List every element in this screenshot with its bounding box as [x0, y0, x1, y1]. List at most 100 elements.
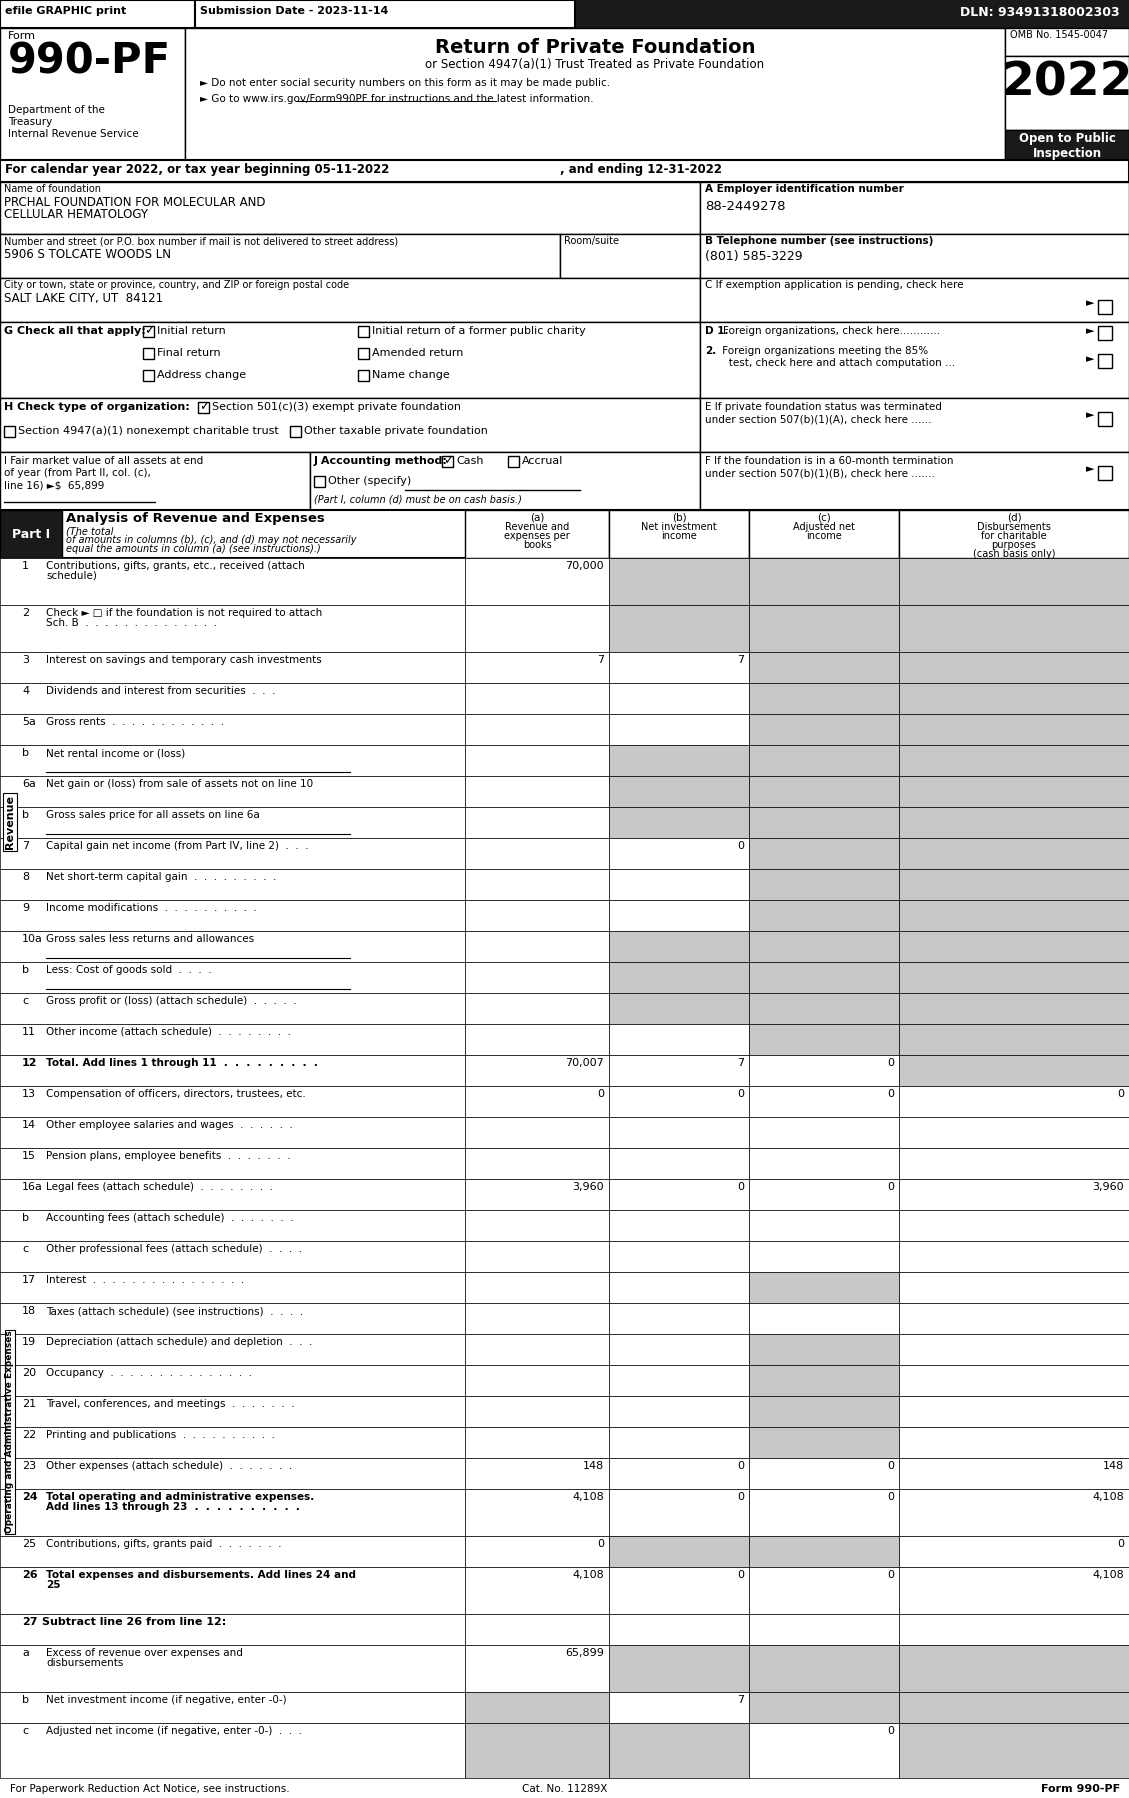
Text: under section 507(b)(1)(A), check here ......: under section 507(b)(1)(A), check here .… — [704, 415, 931, 424]
Bar — [290, 426, 301, 437]
Bar — [749, 1645, 899, 1692]
Bar — [899, 1055, 1129, 1086]
Bar — [749, 683, 899, 714]
Bar — [465, 1458, 609, 1489]
Bar — [0, 1428, 465, 1458]
Bar — [465, 1568, 609, 1615]
Text: Operating and Administrative Expenses: Operating and Administrative Expenses — [6, 1331, 15, 1534]
Bar — [0, 511, 62, 557]
Text: line 16) ►$  65,899: line 16) ►$ 65,899 — [5, 480, 104, 491]
Bar — [465, 1025, 609, 1055]
Text: Adjusted net income (if negative, enter -0-)  .  .  .: Adjusted net income (if negative, enter … — [46, 1726, 301, 1737]
Bar — [899, 1086, 1129, 1117]
Text: or Section 4947(a)(1) Trust Treated as Private Foundation: or Section 4947(a)(1) Trust Treated as P… — [426, 58, 764, 70]
Bar — [899, 1692, 1129, 1722]
Text: For Paperwork Reduction Act Notice, see instructions.: For Paperwork Reduction Act Notice, see … — [10, 1784, 290, 1794]
Text: income: income — [806, 530, 842, 541]
Bar — [899, 962, 1129, 992]
Bar — [609, 1395, 749, 1428]
Text: ►: ► — [1086, 325, 1094, 336]
Text: 14: 14 — [21, 1120, 36, 1129]
Text: Submission Date - 2023-11-14: Submission Date - 2023-11-14 — [200, 5, 388, 16]
Text: b: b — [21, 1214, 29, 1223]
Bar — [0, 1086, 465, 1117]
Text: Total operating and administrative expenses.: Total operating and administrative expen… — [46, 1492, 314, 1501]
Text: Sch. B  .  .  .  .  .  .  .  .  .  .  .  .  .  .: Sch. B . . . . . . . . . . . . . . — [46, 619, 217, 628]
Bar — [465, 838, 609, 868]
Text: c: c — [21, 996, 28, 1007]
Text: Total expenses and disbursements. Add lines 24 and: Total expenses and disbursements. Add li… — [46, 1570, 356, 1580]
Bar — [465, 1241, 609, 1271]
Bar — [749, 868, 899, 901]
Bar — [465, 511, 609, 557]
Bar — [1099, 325, 1112, 340]
Text: Form: Form — [8, 31, 36, 41]
Bar — [0, 511, 1129, 557]
Bar — [465, 1535, 609, 1568]
Text: 13: 13 — [21, 1090, 36, 1099]
Bar — [899, 1428, 1129, 1458]
Bar — [899, 1179, 1129, 1210]
Bar — [899, 777, 1129, 807]
Text: B Telephone number (see instructions): B Telephone number (see instructions) — [704, 236, 934, 246]
Bar — [0, 1025, 465, 1055]
Bar — [749, 557, 899, 604]
Bar — [749, 653, 899, 683]
Text: Interest  .  .  .  .  .  .  .  .  .  .  .  .  .  .  .  .: Interest . . . . . . . . . . . . . . . . — [46, 1275, 244, 1286]
Text: 4,108: 4,108 — [572, 1570, 604, 1580]
Text: 3,960: 3,960 — [1093, 1181, 1124, 1192]
Bar — [749, 1147, 899, 1179]
Bar — [609, 1117, 749, 1147]
Bar — [749, 1086, 899, 1117]
Bar — [609, 868, 749, 901]
Bar — [700, 234, 1129, 279]
Text: 0: 0 — [887, 1726, 894, 1737]
Text: 0: 0 — [597, 1539, 604, 1550]
Bar — [465, 962, 609, 992]
Bar — [749, 1304, 899, 1334]
Text: of amounts in columns (b), (c), and (d) may not necessarily: of amounts in columns (b), (c), and (d) … — [65, 536, 357, 545]
Text: Total. Add lines 1 through 11  .  .  .  .  .  .  .  .  .: Total. Add lines 1 through 11 . . . . . … — [46, 1057, 318, 1068]
Bar — [0, 1535, 465, 1568]
Bar — [1005, 29, 1129, 56]
Text: Other (specify): Other (specify) — [329, 476, 411, 485]
Text: 0: 0 — [1117, 1539, 1124, 1550]
Text: 70,000: 70,000 — [566, 561, 604, 572]
Text: Accrual: Accrual — [522, 457, 563, 466]
Bar — [609, 1025, 749, 1055]
Bar — [609, 1722, 749, 1778]
Bar — [899, 1025, 1129, 1055]
Text: (The total: (The total — [65, 527, 114, 536]
Bar — [749, 744, 899, 777]
Text: Section 4947(a)(1) nonexempt charitable trust: Section 4947(a)(1) nonexempt charitable … — [18, 426, 279, 435]
Bar — [609, 1365, 749, 1395]
Bar — [465, 1365, 609, 1395]
Bar — [609, 1179, 749, 1210]
Text: Pension plans, employee benefits  .  .  .  .  .  .  .: Pension plans, employee benefits . . . .… — [46, 1151, 290, 1162]
Text: Taxes (attach schedule) (see instructions)  .  .  .  .: Taxes (attach schedule) (see instruction… — [46, 1305, 303, 1316]
Text: Foreign organizations meeting the 85%: Foreign organizations meeting the 85% — [719, 345, 928, 356]
Bar — [609, 1055, 749, 1086]
Text: a: a — [21, 1649, 29, 1658]
Text: ►: ► — [1086, 464, 1094, 475]
Bar — [0, 992, 465, 1025]
Bar — [899, 901, 1129, 931]
Bar — [0, 1055, 465, 1086]
Bar — [899, 838, 1129, 868]
Bar — [1005, 129, 1129, 160]
Bar — [899, 992, 1129, 1025]
Bar — [899, 1117, 1129, 1147]
Text: Gross sales price for all assets on line 6a: Gross sales price for all assets on line… — [46, 811, 260, 820]
Text: 4: 4 — [21, 687, 29, 696]
Text: Part I: Part I — [12, 527, 50, 541]
Bar — [0, 714, 465, 744]
Text: c: c — [21, 1726, 28, 1737]
Text: Interest on savings and temporary cash investments: Interest on savings and temporary cash i… — [46, 654, 322, 665]
Bar — [749, 1615, 899, 1645]
Text: C If exemption application is pending, check here: C If exemption application is pending, c… — [704, 280, 963, 289]
Bar — [899, 653, 1129, 683]
Bar — [1005, 56, 1129, 129]
Bar — [0, 1334, 465, 1365]
Bar — [749, 1458, 899, 1489]
Text: 0: 0 — [597, 1090, 604, 1099]
